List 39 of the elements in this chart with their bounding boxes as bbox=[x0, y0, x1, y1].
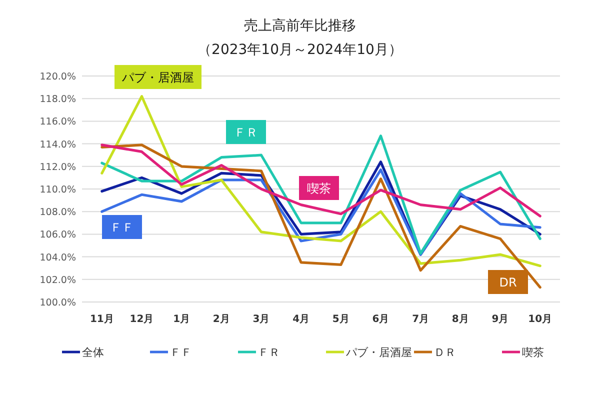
line-series bbox=[100, 95, 542, 268]
x-tick-label: 8月 bbox=[452, 314, 469, 325]
y-tick-label: 116.0% bbox=[40, 116, 76, 128]
y-tick-label: 102.0% bbox=[40, 274, 76, 286]
y-tick-label: 118.0% bbox=[40, 94, 76, 106]
annotation: DR bbox=[499, 276, 517, 290]
annotation: 喫茶 bbox=[307, 182, 331, 196]
y-tick-label: 100.0% bbox=[40, 298, 76, 308]
x-tick-label: 1月 bbox=[173, 314, 190, 325]
legend-label: 喫茶 bbox=[522, 346, 544, 359]
chart-title: 売上高前年比推移 bbox=[244, 18, 356, 34]
x-tick-label: 5月 bbox=[332, 314, 350, 325]
x-tick-label: 9月 bbox=[492, 314, 509, 325]
legend-label: ＦＦ bbox=[170, 346, 192, 359]
legend-label: ＤＲ bbox=[434, 346, 456, 359]
legend-label: パブ・居酒屋 bbox=[345, 346, 412, 359]
x-tick-label: 4月 bbox=[292, 314, 310, 325]
x-tick-label: 2月 bbox=[212, 314, 230, 325]
x-tick-label: 11月 bbox=[90, 314, 114, 325]
line-series bbox=[100, 144, 542, 218]
y-tick-label: 110.0% bbox=[40, 184, 76, 196]
y-tick-label: 112.0% bbox=[40, 162, 76, 173]
y-tick-label: 114.0% bbox=[40, 139, 76, 150]
annotation: ＦＦ bbox=[110, 220, 134, 234]
annotation: パブ・居酒屋 bbox=[121, 70, 194, 84]
x-tick-label: 6月 bbox=[372, 314, 390, 325]
x-tick-label: 12月 bbox=[130, 314, 154, 325]
y-tick-label: 106.0% bbox=[40, 230, 76, 241]
line-series bbox=[100, 134, 542, 255]
legend-label: 全体 bbox=[82, 346, 104, 359]
chart-subtitle: （2023年10月～2024年10月） bbox=[198, 42, 402, 58]
y-tick-label: 108.0% bbox=[40, 207, 76, 218]
x-tick-label: 10月 bbox=[528, 314, 552, 325]
annotation: ＦＲ bbox=[234, 126, 258, 140]
y-tick-label: 120.0% bbox=[40, 72, 76, 82]
x-tick-label: 3月 bbox=[252, 314, 270, 325]
legend-label: ＦＲ bbox=[258, 346, 280, 359]
x-tick-label: 7月 bbox=[412, 314, 430, 325]
y-tick-label: 104.0% bbox=[40, 252, 76, 264]
